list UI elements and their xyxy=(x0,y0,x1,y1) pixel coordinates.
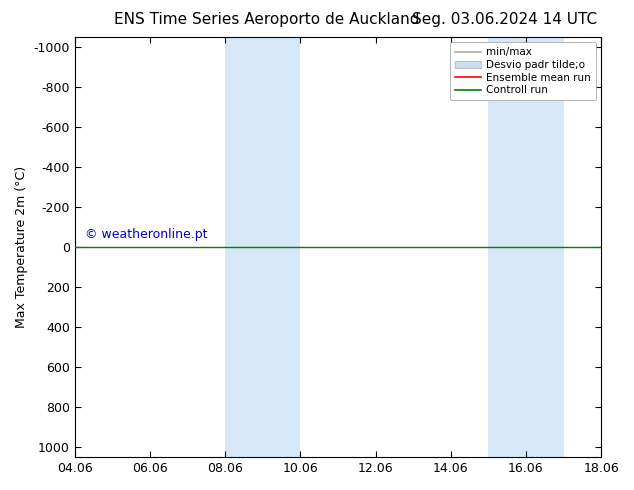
Text: Seg. 03.06.2024 14 UTC: Seg. 03.06.2024 14 UTC xyxy=(412,12,597,27)
Bar xyxy=(488,37,564,457)
Text: ENS Time Series Aeroporto de Auckland: ENS Time Series Aeroporto de Auckland xyxy=(114,12,420,27)
Y-axis label: Max Temperature 2m (°C): Max Temperature 2m (°C) xyxy=(15,166,28,328)
Bar xyxy=(262,37,301,457)
Text: © weatheronline.pt: © weatheronline.pt xyxy=(86,228,208,241)
Bar xyxy=(225,37,262,457)
Legend: min/max, Desvio padr tilde;o, Ensemble mean run, Controll run: min/max, Desvio padr tilde;o, Ensemble m… xyxy=(450,42,596,100)
